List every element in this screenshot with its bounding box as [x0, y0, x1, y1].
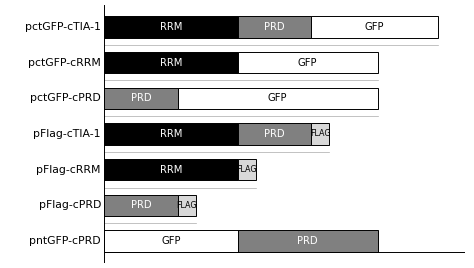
Bar — [311, 16, 438, 38]
Bar — [104, 16, 237, 38]
Text: PRD: PRD — [131, 200, 151, 210]
Text: PRD: PRD — [264, 129, 285, 139]
Text: pFlag-cRRM: pFlag-cRRM — [36, 165, 101, 175]
Bar — [104, 195, 178, 216]
Text: FLAG: FLAG — [176, 201, 197, 210]
Text: PRD: PRD — [264, 22, 285, 32]
Text: pFlag-cTIA-1: pFlag-cTIA-1 — [34, 129, 101, 139]
Text: pctGFP-cTIA-1: pctGFP-cTIA-1 — [25, 22, 101, 32]
Text: GFP: GFP — [161, 236, 181, 246]
Text: GFP: GFP — [268, 93, 287, 103]
Bar — [237, 16, 311, 38]
Text: RRM: RRM — [160, 22, 182, 32]
Text: PRD: PRD — [298, 236, 318, 246]
Text: RRM: RRM — [160, 129, 182, 139]
Bar — [104, 52, 237, 73]
Bar — [237, 230, 378, 252]
Text: RRM: RRM — [160, 58, 182, 68]
Text: pctGFP-cRRM: pctGFP-cRRM — [28, 58, 101, 68]
Bar — [237, 123, 311, 145]
Text: PRD: PRD — [131, 93, 151, 103]
Bar — [104, 123, 237, 145]
Bar — [104, 88, 178, 109]
Bar — [104, 159, 237, 180]
Text: FLAG: FLAG — [237, 165, 257, 174]
Bar — [311, 123, 329, 145]
Text: pFlag-cPRD: pFlag-cPRD — [38, 200, 101, 210]
Bar — [178, 88, 378, 109]
Bar — [104, 230, 237, 252]
Text: RRM: RRM — [160, 165, 182, 175]
Text: pntGFP-cPRD: pntGFP-cPRD — [29, 236, 101, 246]
Bar — [178, 195, 196, 216]
Text: GFP: GFP — [365, 22, 384, 32]
Text: pctGFP-cPRD: pctGFP-cPRD — [30, 93, 101, 103]
Bar — [237, 52, 378, 73]
Text: FLAG: FLAG — [310, 129, 330, 139]
Text: GFP: GFP — [298, 58, 318, 68]
Bar — [237, 159, 256, 180]
